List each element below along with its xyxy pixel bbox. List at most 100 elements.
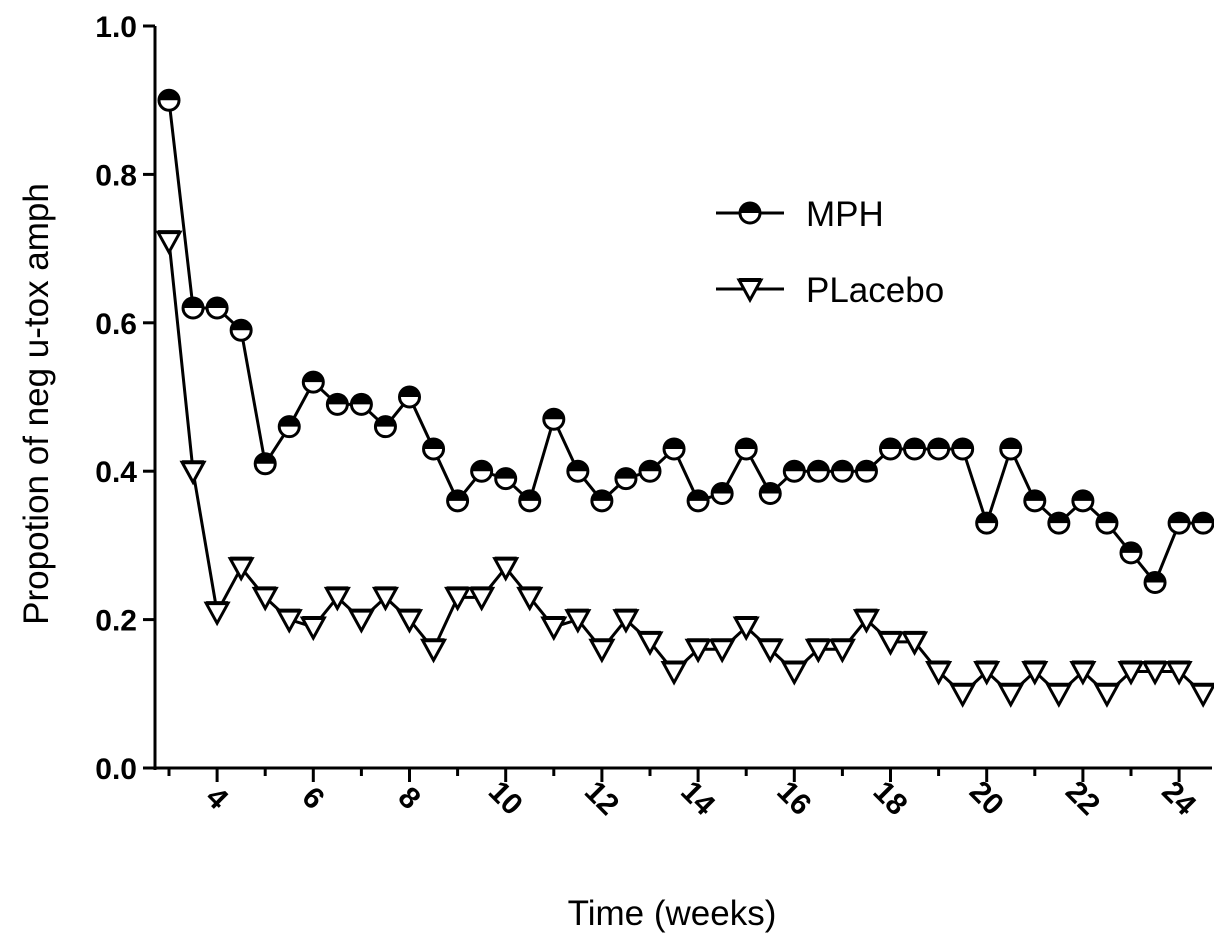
data-point-mph — [301, 370, 325, 394]
data-point-mph — [590, 489, 614, 513]
data-point-placebo — [756, 638, 784, 664]
data-point-placebo — [1117, 660, 1145, 686]
data-point-placebo — [468, 586, 496, 612]
data-point-placebo — [804, 638, 832, 664]
legend-circle-icon — [738, 201, 762, 225]
data-point-placebo — [540, 616, 568, 642]
x-tick-label: 12 — [578, 775, 625, 822]
data-point-placebo — [708, 638, 736, 664]
data-point-mph — [205, 296, 229, 320]
data-point-placebo — [1045, 682, 1073, 708]
x-tick-label: 10 — [482, 775, 529, 822]
data-point-mph — [758, 481, 782, 505]
data-point-placebo — [492, 556, 520, 582]
data-point-placebo — [1189, 682, 1214, 708]
data-point-placebo — [925, 660, 953, 686]
data-point-placebo — [780, 660, 808, 686]
data-point-mph — [710, 481, 734, 505]
data-point-mph — [975, 511, 999, 535]
x-tick-label: 14 — [674, 775, 721, 822]
y-tick-label: 0.6 — [95, 308, 137, 341]
data-point-mph — [542, 407, 566, 431]
x-tick-label: 24 — [1155, 775, 1202, 822]
data-point-placebo — [347, 608, 375, 634]
data-point-mph — [1095, 511, 1119, 535]
data-point-placebo — [1165, 660, 1193, 686]
data-point-placebo — [997, 682, 1025, 708]
data-point-mph — [638, 459, 662, 483]
y-tick-label: 0.0 — [95, 753, 137, 786]
legend-item-mph: MPH — [716, 195, 884, 234]
data-point-placebo — [251, 586, 279, 612]
legend: MPH PLacebo — [716, 195, 944, 310]
legend-label-mph: MPH — [806, 195, 884, 234]
data-point-placebo — [179, 460, 207, 486]
data-point-mph — [999, 437, 1023, 461]
y-tick-label: 0.8 — [95, 159, 137, 192]
data-point-mph — [1167, 511, 1191, 535]
data-point-placebo — [852, 608, 880, 634]
x-tick-label: 22 — [1059, 775, 1106, 822]
data-point-mph — [398, 385, 421, 409]
data-point-placebo — [516, 586, 544, 612]
x-axis-title: Time (weeks) — [568, 894, 777, 933]
data-point-mph — [229, 318, 253, 342]
x-tick-label: 16 — [770, 775, 817, 822]
data-point-mph — [879, 437, 902, 461]
data-point-mph — [1119, 541, 1143, 565]
data-point-placebo — [1069, 660, 1097, 686]
data-point-placebo — [275, 608, 303, 634]
data-point-mph — [277, 415, 301, 439]
data-point-placebo — [371, 586, 399, 612]
x-tick-label: 4 — [199, 781, 234, 816]
data-point-mph — [518, 489, 542, 513]
legend-marker-circle — [738, 201, 762, 225]
data-point-mph — [157, 88, 181, 112]
data-point-mph — [566, 459, 590, 483]
axes — [153, 26, 1212, 770]
data-point-mph — [1047, 511, 1071, 535]
data-point-mph — [686, 489, 710, 513]
x-tick-label: 20 — [963, 775, 1010, 822]
data-point-placebo — [155, 230, 183, 256]
data-point-mph — [927, 437, 951, 461]
data-point-mph — [951, 437, 975, 461]
series-placebo — [155, 230, 1214, 708]
data-point-mph — [253, 452, 277, 476]
data-point-placebo — [323, 586, 351, 612]
data-point-mph — [181, 296, 205, 320]
legend-item-placebo: PLacebo — [716, 271, 944, 310]
data-point-mph — [349, 392, 373, 416]
data-point-mph — [903, 437, 927, 461]
data-point-placebo — [203, 601, 231, 627]
data-point-placebo — [876, 630, 905, 656]
data-point-mph — [494, 467, 518, 491]
series-layer — [155, 88, 1214, 708]
legend-label-placebo: PLacebo — [806, 271, 944, 310]
data-point-placebo — [299, 616, 327, 642]
x-tick-label: 8 — [392, 781, 427, 816]
data-point-placebo — [684, 638, 712, 664]
data-point-mph — [734, 437, 758, 461]
series-line-placebo — [167, 241, 1205, 696]
data-point-mph — [806, 459, 830, 483]
x-tick-label: 18 — [867, 775, 914, 822]
data-point-mph — [614, 467, 638, 491]
y-axis-title: Propotion of neg u-tox amph — [17, 183, 56, 625]
data-point-placebo — [444, 586, 472, 612]
data-point-placebo — [612, 608, 640, 634]
data-point-placebo — [395, 608, 424, 634]
y-tick-label: 0.2 — [95, 605, 137, 638]
data-point-mph — [446, 489, 470, 513]
data-point-placebo — [1021, 660, 1049, 686]
data-point-placebo — [564, 608, 592, 634]
data-point-placebo — [227, 556, 255, 582]
y-tick-label: 1.0 — [95, 11, 137, 44]
data-point-mph — [422, 437, 446, 461]
data-point-mph — [1191, 511, 1214, 535]
data-point-mph — [373, 415, 397, 439]
data-point-placebo — [1141, 660, 1169, 686]
data-point-placebo — [420, 638, 448, 664]
